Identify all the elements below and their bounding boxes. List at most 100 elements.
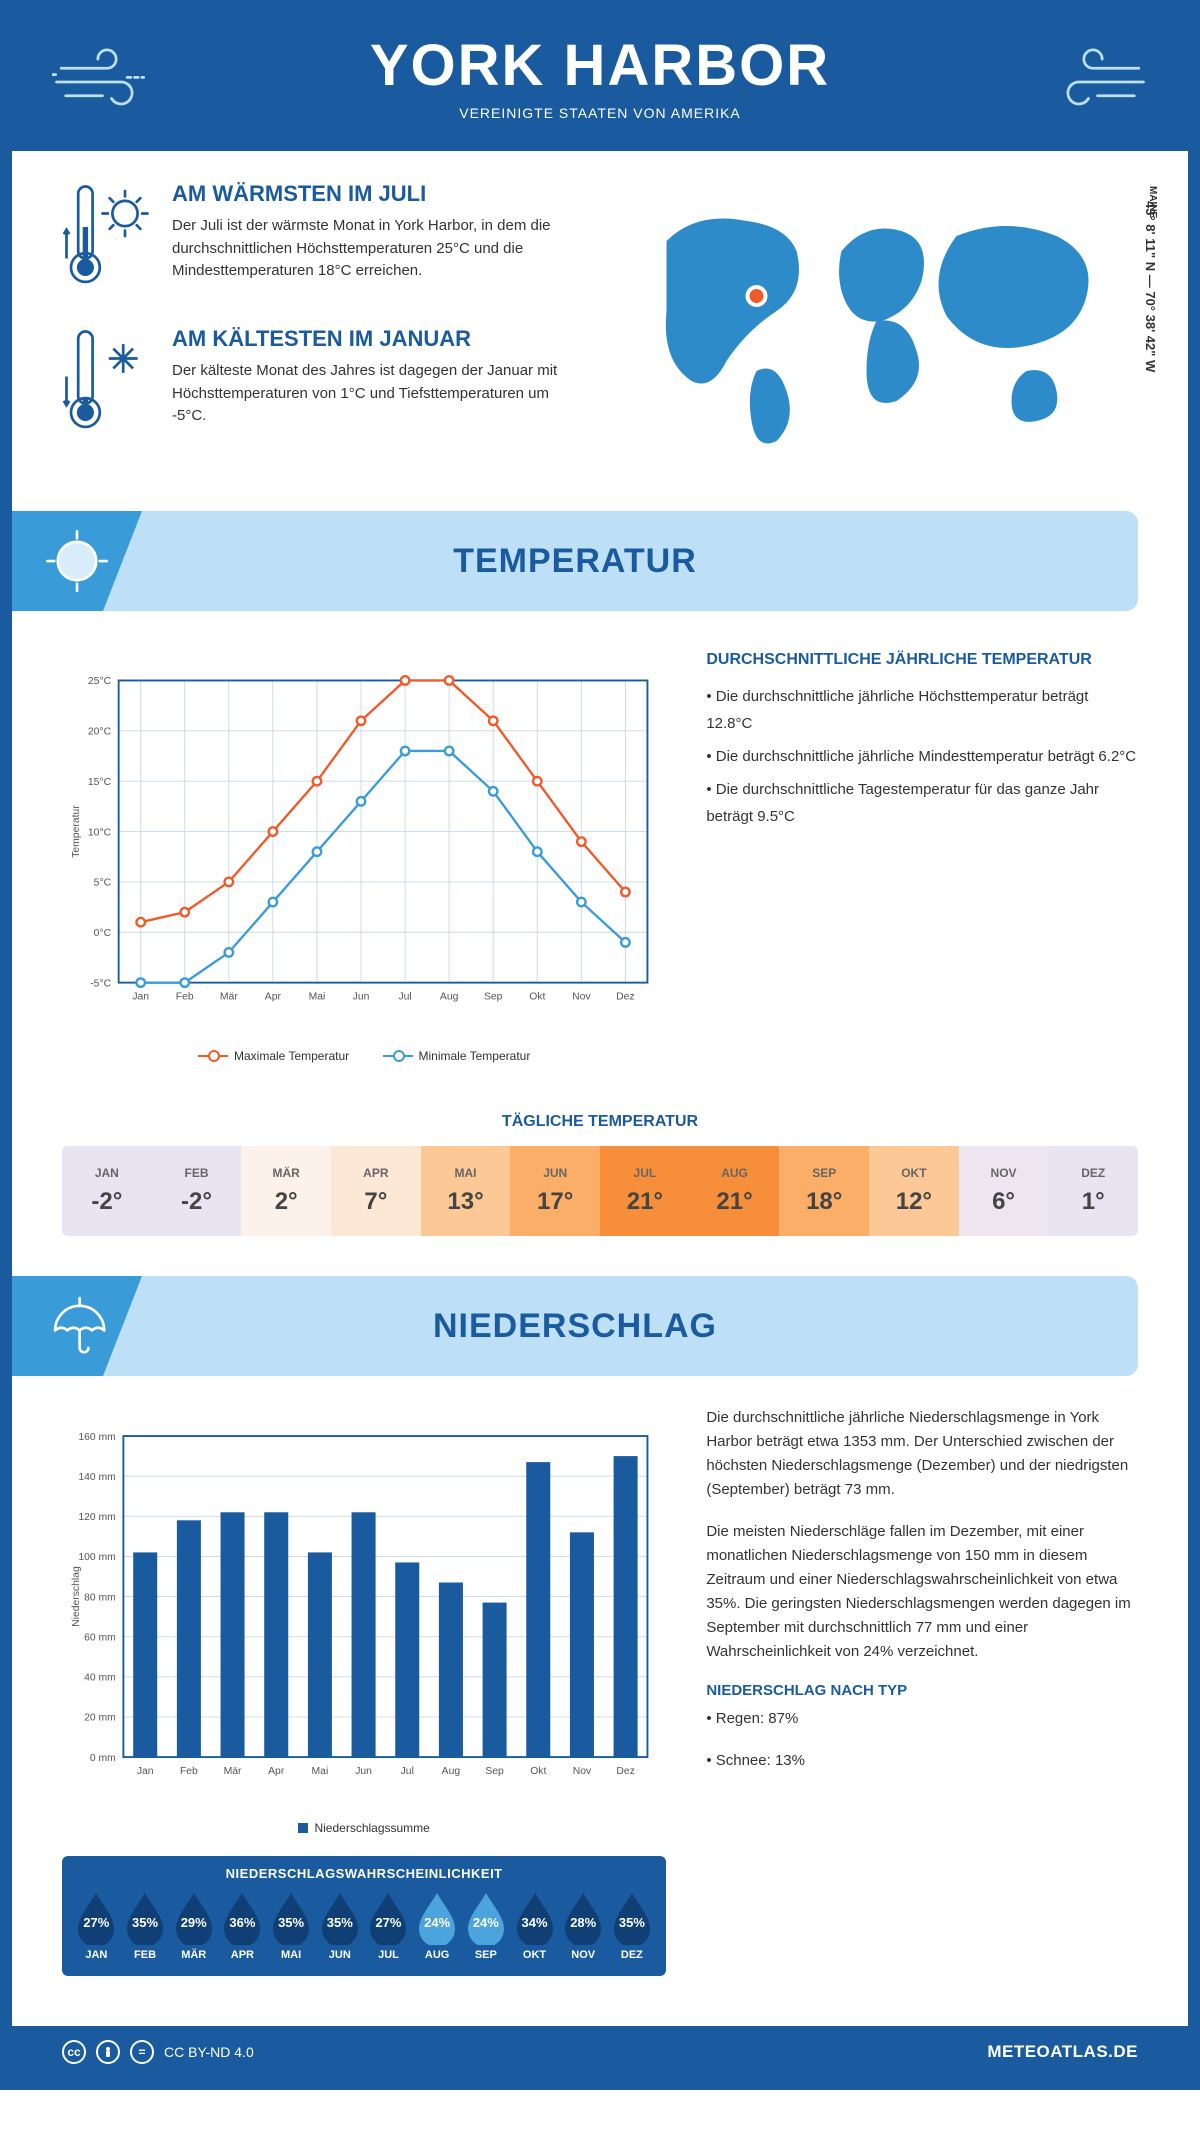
svg-text:Dez: Dez: [616, 1766, 634, 1777]
sun-icon: [12, 511, 142, 611]
world-map-icon: [615, 181, 1138, 466]
svg-text:Jan: Jan: [132, 992, 149, 1003]
svg-text:Aug: Aug: [440, 992, 459, 1003]
precip-legend: Niederschlagssumme: [62, 1821, 666, 1836]
drop-item: 35%JUN: [318, 1891, 362, 1961]
svg-text:0 mm: 0 mm: [90, 1753, 116, 1764]
svg-text:Feb: Feb: [180, 1766, 198, 1777]
page-subtitle: VEREINIGTE STAATEN VON AMERIKA: [12, 105, 1188, 121]
svg-text:20°C: 20°C: [88, 727, 112, 738]
fact-cold-title: AM KÄLTESTEN IM JANUAR: [172, 326, 585, 352]
precip-type: • Regen: 87%: [706, 1707, 1138, 1731]
svg-text:Mär: Mär: [224, 1766, 242, 1777]
svg-text:Apr: Apr: [268, 1766, 285, 1777]
footer: cc = CC BY-ND 4.0 METEOATLAS.DE: [12, 2026, 1188, 2078]
thermometer-snow-icon: [62, 326, 152, 441]
svg-text:Jan: Jan: [137, 1766, 154, 1777]
svg-text:5°C: 5°C: [94, 878, 112, 889]
drop-item: 35%FEB: [123, 1891, 167, 1961]
temp-heading: TEMPERATUR: [453, 542, 697, 581]
precip-probability: NIEDERSCHLAGSWAHRSCHEINLICHKEIT 27%JAN35…: [62, 1856, 666, 1976]
header: YORK HARBOR VEREINIGTE STAATEN VON AMERI…: [12, 12, 1188, 151]
temp-info-title: DURCHSCHNITTLICHE JÄHRLICHE TEMPERATUR: [706, 651, 1138, 669]
svg-text:80 mm: 80 mm: [84, 1592, 116, 1603]
svg-text:Dez: Dez: [616, 992, 634, 1003]
temp-cell: DEZ1°: [1048, 1146, 1138, 1236]
svg-text:100 mm: 100 mm: [78, 1552, 115, 1563]
precip-heading: NIEDERSCHLAG: [433, 1307, 717, 1346]
svg-text:Okt: Okt: [530, 1766, 546, 1777]
precip-type: • Schnee: 13%: [706, 1749, 1138, 1773]
fact-warm-title: AM WÄRMSTEN IM JULI: [172, 181, 585, 207]
fact-warm-text: Der Juli ist der wärmste Monat in York H…: [172, 215, 585, 283]
svg-text:0°C: 0°C: [94, 928, 112, 939]
svg-text:Mai: Mai: [312, 1766, 329, 1777]
nd-icon: =: [130, 2040, 154, 2064]
coordinates: 43° 8' 11" N — 70° 38' 42" W: [1143, 201, 1158, 372]
precip-type-heading: NIEDERSCHLAG NACH TYP: [706, 1682, 1138, 1699]
temp-chart-row: -5°C0°C5°C10°C15°C20°C25°CJanFebMärAprMa…: [12, 621, 1188, 1093]
temp-cell: OKT12°: [869, 1146, 959, 1236]
temp-legend: .legend-sw[style*='f05a28']::before{bord…: [62, 1046, 666, 1063]
license-text: CC BY-ND 4.0: [164, 2044, 254, 2060]
precipitation-bar-chart: 0 mm 20 mm 40 mm 60 mm 80 mm 100 mm 120 mm 140 …: [62, 1406, 666, 1806]
temp-cell: MÄR2°: [241, 1146, 331, 1236]
precip-chart-row: 0 mm 20 mm 40 mm 60 mm 80 mm 100 mm 120 mm 140 …: [12, 1386, 1188, 2026]
svg-text:Jul: Jul: [401, 1766, 414, 1777]
drop-item: 24%AUG: [415, 1891, 459, 1961]
svg-text:Nov: Nov: [573, 1766, 592, 1777]
temp-bullet: • Die durchschnittliche Tagestemperatur …: [706, 776, 1138, 830]
page-title: YORK HARBOR: [12, 32, 1188, 99]
svg-text:120 mm: 120 mm: [78, 1512, 115, 1523]
temp-cell: SEP18°: [779, 1146, 869, 1236]
drop-item: 36%APR: [220, 1891, 264, 1961]
temp-cell: JUL21°: [600, 1146, 690, 1236]
temp-cell: APR7°: [331, 1146, 421, 1236]
temp-cell: NOV6°: [959, 1146, 1049, 1236]
fact-warmest: AM WÄRMSTEN IM JULI Der Juli ist der wär…: [62, 181, 585, 296]
svg-text:60 mm: 60 mm: [84, 1632, 116, 1643]
intro-section: AM WÄRMSTEN IM JULI Der Juli ist der wär…: [12, 151, 1188, 501]
drop-item: 35%DEZ: [610, 1891, 654, 1961]
precip-para: Die meisten Niederschläge fallen im Deze…: [706, 1520, 1138, 1664]
drop-item: 28%NOV: [561, 1891, 605, 1961]
wind-icon: [1038, 42, 1148, 127]
drop-item: 29%MÄR: [172, 1891, 216, 1961]
svg-text:Mai: Mai: [309, 992, 326, 1003]
svg-text:Nov: Nov: [572, 992, 591, 1003]
drop-item: 34%OKT: [513, 1891, 557, 1961]
temp-cell: MAI13°: [421, 1146, 511, 1236]
svg-text:Mär: Mär: [220, 992, 238, 1003]
temp-cell: JAN-2°: [62, 1146, 152, 1236]
svg-text:40 mm: 40 mm: [84, 1673, 116, 1684]
svg-text:Sep: Sep: [484, 992, 503, 1003]
temp-banner: TEMPERATUR: [12, 511, 1138, 611]
temperature-line-chart: -5°C0°C5°C10°C15°C20°C25°CJanFebMärAprMa…: [62, 651, 666, 1031]
svg-text:Jun: Jun: [355, 1766, 372, 1777]
temp-cell: JUN17°: [510, 1146, 600, 1236]
svg-text:Feb: Feb: [176, 992, 194, 1003]
daily-temp-strip: JAN-2°FEB-2°MÄR2°APR7°MAI13°JUN17°JUL21°…: [62, 1146, 1138, 1236]
daily-temp-heading: TÄGLICHE TEMPERATUR: [12, 1113, 1188, 1131]
svg-text:140 mm: 140 mm: [78, 1472, 115, 1483]
cc-icon: cc: [62, 2040, 86, 2064]
svg-text:Jul: Jul: [398, 992, 411, 1003]
temp-cell: AUG21°: [690, 1146, 780, 1236]
svg-text:10°C: 10°C: [88, 827, 112, 838]
svg-text:Niederschlag: Niederschlag: [71, 1566, 82, 1627]
svg-text:Temperatur: Temperatur: [71, 805, 82, 858]
svg-text:Jun: Jun: [353, 992, 370, 1003]
thermometer-sun-icon: [62, 181, 152, 296]
svg-text:-5°C: -5°C: [90, 978, 111, 989]
temp-bullet: • Die durchschnittliche jährliche Mindes…: [706, 743, 1138, 770]
infographic-frame: YORK HARBOR VEREINIGTE STAATEN VON AMERI…: [0, 0, 1200, 2090]
svg-text:Okt: Okt: [529, 992, 545, 1003]
svg-text:15°C: 15°C: [88, 777, 112, 788]
svg-text:160 mm: 160 mm: [78, 1432, 115, 1443]
precip-para: Die durchschnittliche jährliche Niedersc…: [706, 1406, 1138, 1502]
drop-item: 27%JAN: [74, 1891, 118, 1961]
svg-text:20 mm: 20 mm: [84, 1713, 116, 1724]
temp-cell: FEB-2°: [152, 1146, 242, 1236]
drop-item: 24%SEP: [464, 1891, 508, 1961]
drop-item: 27%JUL: [366, 1891, 410, 1961]
